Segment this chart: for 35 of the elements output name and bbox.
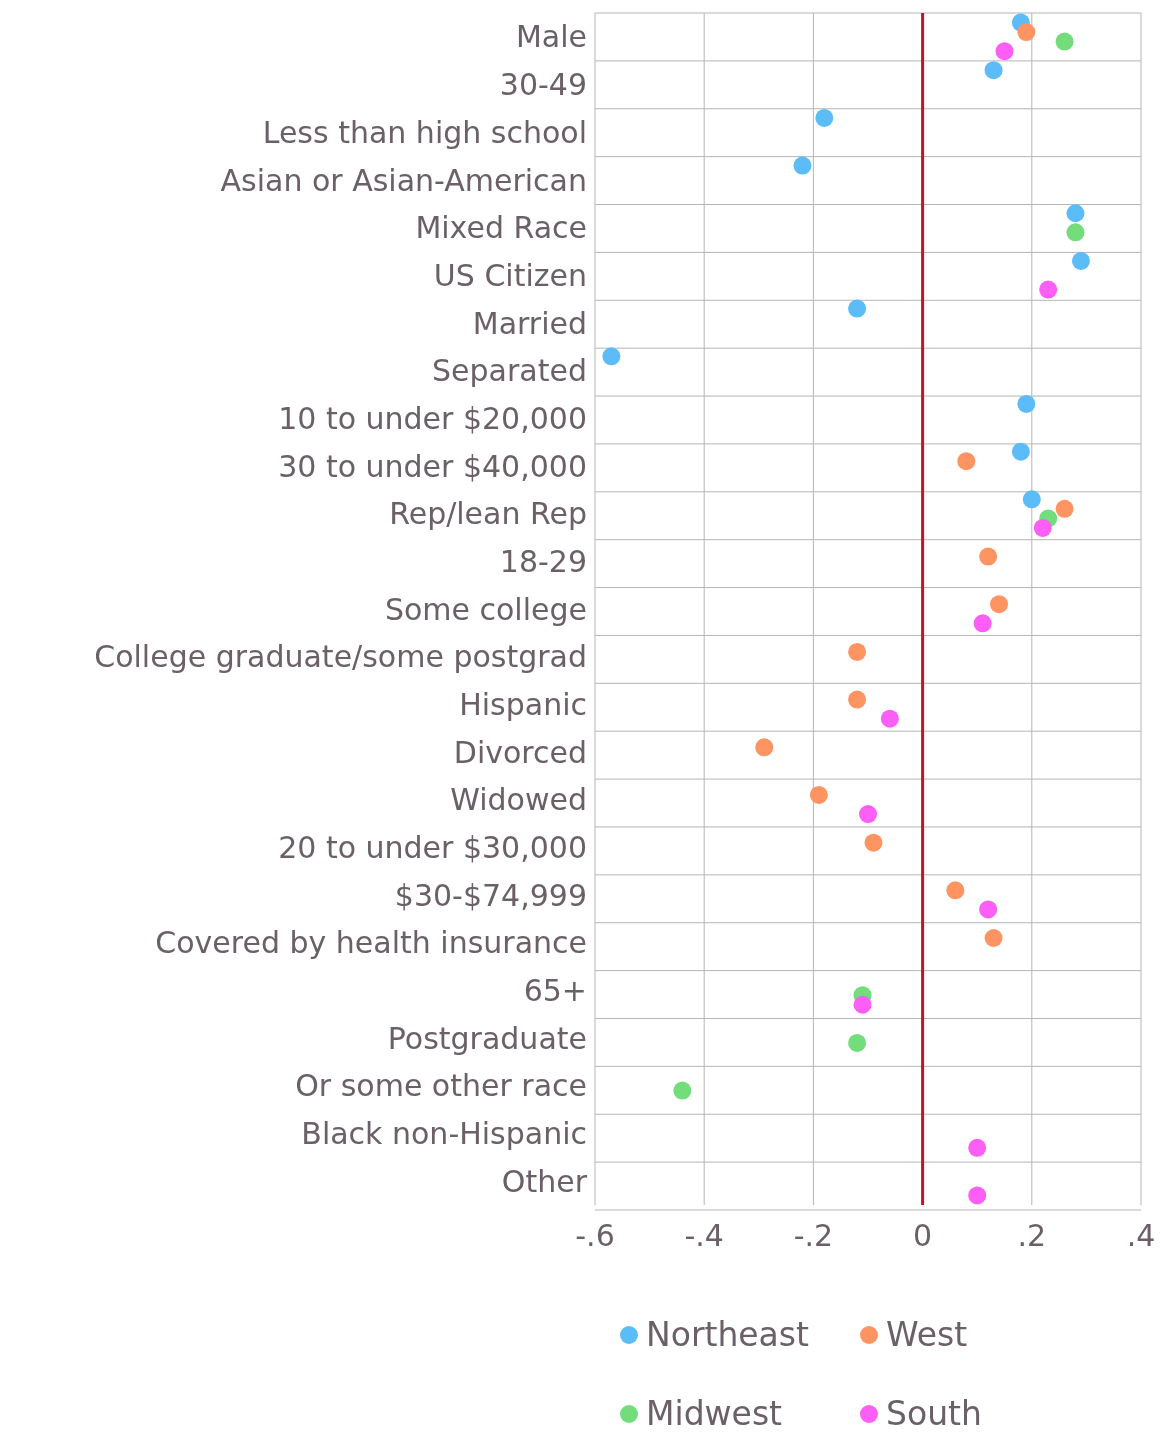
y-tick-label: Other — [501, 1163, 588, 1199]
y-tick-label: College graduate/some postgrad — [94, 639, 587, 675]
y-tick-label: Or some other race — [295, 1068, 587, 1104]
y-tick-label: 65+ — [523, 973, 587, 1009]
x-tick-label: 0 — [912, 1218, 934, 1253]
y-tick-label: Postgraduate — [387, 1020, 587, 1056]
legend-label: Midwest — [645, 1394, 783, 1433]
y-tick-label: Less than high school — [262, 114, 587, 150]
x-tick-label: -.6 — [574, 1218, 616, 1253]
y-tick-label: 10 to under $20,000 — [278, 400, 587, 436]
y-tick-label: Divorced — [453, 734, 587, 770]
y-tick-label: US Citizen — [433, 257, 587, 293]
y-tick-label: Black non-Hispanic — [301, 1116, 587, 1152]
y-tick-label: 30 to under $40,000 — [278, 448, 587, 484]
x-tick-label: -.4 — [683, 1218, 725, 1253]
x-tick-label: .2 — [1016, 1218, 1048, 1253]
y-tick-label: Rep/lean Rep — [389, 496, 587, 532]
y-tick-label: 18-29 — [499, 543, 587, 579]
y-tick-label: Mixed Race — [415, 210, 587, 246]
y-tick-label: Covered by health insurance — [155, 925, 587, 961]
legend-label: West — [885, 1315, 969, 1354]
legend-label: South — [885, 1394, 983, 1433]
y-tick-label: Married — [472, 305, 587, 341]
x-tick-label: .4 — [1125, 1218, 1157, 1253]
y-tick-label: Separated — [432, 353, 587, 389]
y-tick-label: Widowed — [450, 782, 587, 818]
y-tick-label: 20 to under $30,000 — [278, 830, 587, 866]
y-tick-label: Asian or Asian-American — [220, 162, 587, 198]
y-tick-label: $30-$74,999 — [394, 877, 587, 913]
y-tick-label: Some college — [384, 591, 587, 627]
x-tick-label: -.2 — [792, 1218, 835, 1253]
y-tick-label: 30-49 — [499, 67, 587, 103]
y-tick-label: Hispanic — [459, 687, 587, 723]
legend-label: Northeast — [645, 1315, 810, 1354]
y-tick-label: Male — [515, 19, 587, 55]
